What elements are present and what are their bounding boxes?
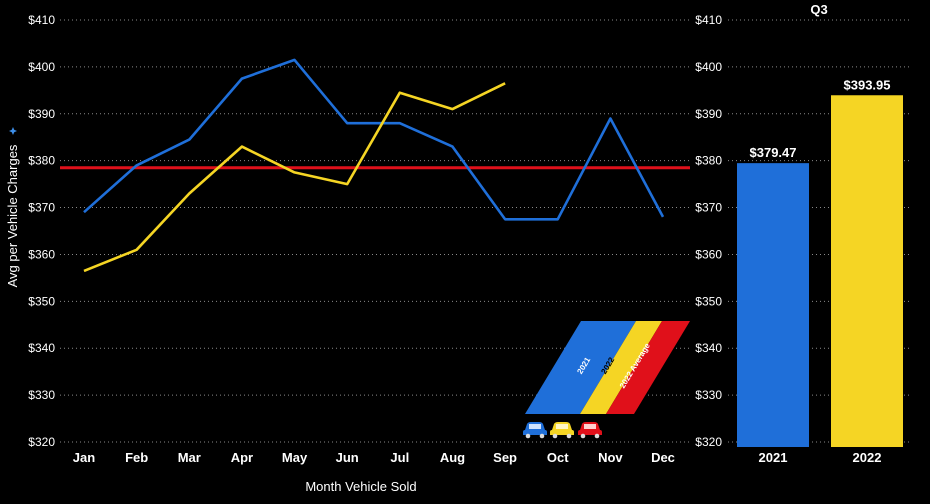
left-x-tick-label: Aug — [440, 450, 465, 465]
left-y-tick-label: $320 — [28, 435, 55, 449]
bar-group — [737, 95, 903, 448]
left-y-tick-label: $400 — [28, 60, 55, 74]
right-y-tick-label: $400 — [695, 60, 722, 74]
left-x-tick-labels: Jan Feb Mar Apr May Jun Jul Aug Sep Oct Nov Dec — [73, 450, 675, 465]
left-x-tick-label: Jan — [73, 450, 95, 465]
right-y-tick-label: $370 — [695, 201, 722, 215]
right-x-tick-label: 2022 — [853, 450, 882, 465]
right-y-tick-label: $350 — [695, 294, 722, 308]
right-y-tick-label: $410 — [695, 13, 722, 27]
y-axis-title: Avg per Vehicle Charges — [5, 144, 20, 287]
left-y-tick-label: $340 — [28, 341, 55, 355]
right-x-tick-label: 2021 — [759, 450, 788, 465]
left-x-tick-label: Oct — [547, 450, 569, 465]
left-y-tick-label: $350 — [28, 294, 55, 308]
legend-band-2021 — [525, 321, 636, 414]
legend-band-2022 — [580, 321, 662, 414]
legend-band-2022-average — [606, 321, 690, 414]
bar-2022 — [831, 95, 903, 448]
left-x-tick-label: Jul — [390, 450, 409, 465]
left-x-tick-label: Mar — [178, 450, 201, 465]
line-series-group — [60, 58, 690, 273]
right-y-tick-labels: $320 $330 $340 $350 $360 $370 $380 $390 $400 $410 — [695, 13, 722, 449]
bar-2021 — [737, 163, 809, 447]
right-x-tick-labels: 2021 2022 — [759, 450, 882, 465]
left-x-tick-label: Apr — [231, 450, 253, 465]
right-y-tick-label: $330 — [695, 388, 722, 402]
right-y-tick-label: $320 — [695, 435, 722, 449]
x-axis-title: Month Vehicle Sold — [305, 479, 416, 494]
bar-value-label-2021: $379.47 — [750, 145, 797, 160]
left-x-tick-label: Jun — [336, 450, 359, 465]
left-x-tick-label: Nov — [598, 450, 623, 465]
car-red-icon — [578, 422, 602, 439]
car-yellow-icon — [550, 422, 574, 439]
series-line-2022 — [83, 82, 506, 273]
left-y-tick-labels: $320 $330 $340 $350 $360 $370 $380 $390 $400 $410 — [28, 13, 55, 449]
left-y-tick-label: $390 — [28, 107, 55, 121]
right-y-tick-label: $340 — [695, 341, 722, 355]
right-y-tick-label: $390 — [695, 107, 722, 121]
series-line-2021 — [83, 58, 665, 221]
sparkle-icon[interactable] — [9, 127, 17, 135]
left-x-tick-label: Sep — [493, 450, 517, 465]
q3-bar-chart: Q3 $320$330$340$350$360$370$380$390$400$… — [695, 2, 910, 465]
q3-title: Q3 — [810, 2, 827, 17]
left-y-tick-label: $360 — [28, 247, 55, 261]
right-y-tick-label: $380 — [695, 154, 722, 168]
left-x-tick-label: May — [282, 450, 308, 465]
left-y-tick-label: $330 — [28, 388, 55, 402]
monthly-line-chart: $320 $330 $340 $350 $360 $370 $380 $390 $400 $410… — [5, 13, 690, 494]
bar-value-label-2022: $393.95 — [844, 77, 891, 92]
bar-value-labels: $379.47 $393.95 — [750, 77, 891, 160]
right-y-tick-label: $360 — [695, 247, 722, 261]
legend: 2021 2022 2022 Average — [523, 321, 690, 439]
left-x-tick-label: Dec — [651, 450, 675, 465]
left-y-tick-label: $410 — [28, 13, 55, 27]
left-x-tick-label: Feb — [125, 450, 148, 465]
car-blue-icon — [523, 422, 547, 439]
left-y-tick-label: $380 — [28, 154, 55, 168]
left-y-tick-label: $370 — [28, 201, 55, 215]
